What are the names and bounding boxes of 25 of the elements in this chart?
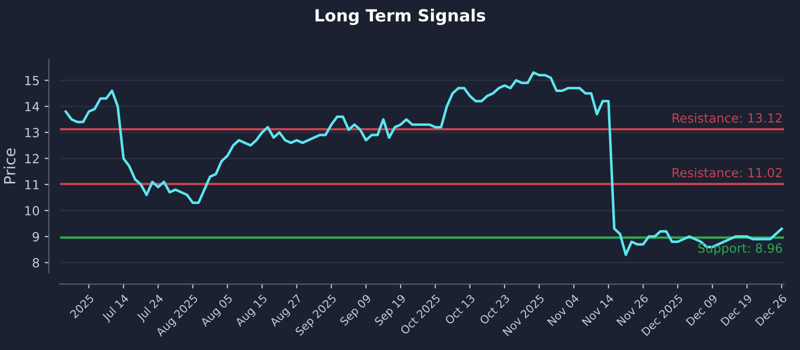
ref-line-label: Resistance: 13.12 (672, 113, 782, 123)
ref-line-label: Support: 8.96 (698, 243, 782, 256)
x-tick-label: Dec 26 (754, 294, 788, 326)
y-tick-label: 14 (25, 102, 40, 112)
ref-line-label: Resistance: 11.02 (672, 168, 782, 178)
x-tick-label: Nov 26 (616, 294, 649, 326)
y-tick-label: 11 (25, 180, 39, 190)
y-tick-label: 8 (32, 258, 40, 268)
y-tick-label: 12 (25, 154, 39, 164)
chart-title: Long Term Signals (316, 8, 486, 26)
y-tick-label: 10 (25, 206, 40, 216)
y-axis-title: Price (4, 148, 16, 184)
x-tick-label: Dec 09 (686, 294, 718, 326)
x-tick-label: Nov 04 (546, 294, 580, 326)
x-tick-label: Sep 09 (339, 294, 374, 328)
x-tick-label: Jul 14 (101, 294, 131, 324)
y-tick-label: 9 (32, 232, 39, 242)
y-tick-label: 13 (25, 128, 39, 138)
y-tick-label: 15 (25, 76, 39, 86)
x-tick-label: Jul 24 (136, 294, 166, 324)
x-tick-label: Dec 19 (720, 294, 753, 326)
x-tick-label: Oct 23 (479, 294, 510, 325)
x-tick-label: Nov 14 (582, 294, 614, 326)
line-series (64, 71, 783, 256)
x-tick-label: Oct 13 (444, 294, 476, 325)
